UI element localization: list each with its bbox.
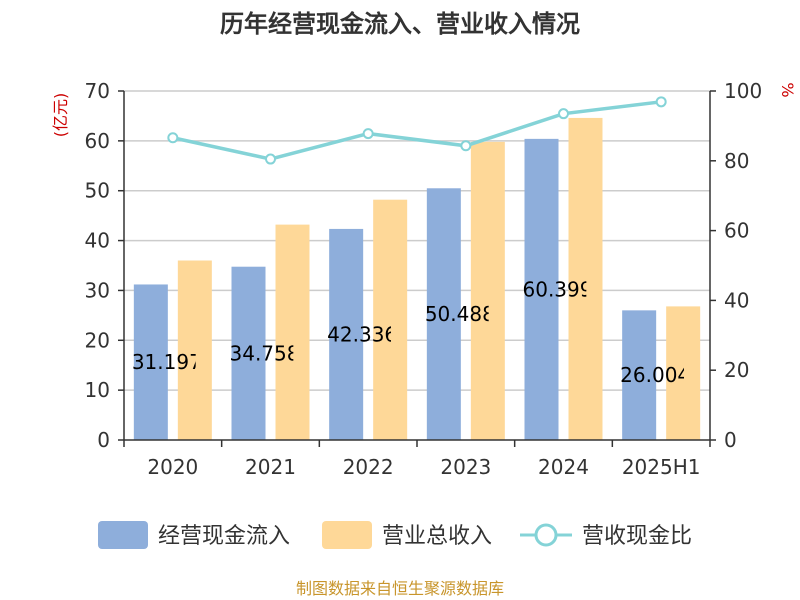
legend-marker-ratio	[534, 523, 558, 547]
ratio-point	[558, 108, 569, 120]
right-axis: 0 20 40 60 80 100	[709, 79, 762, 452]
legend-label-cash-inflow: 经营现金流入	[158, 524, 290, 549]
left-tick-label: 20	[85, 328, 110, 352]
right-tick-label: 0	[724, 428, 737, 452]
x-tick-label: 2020	[147, 455, 198, 479]
left-tick-label: 70	[85, 79, 110, 103]
bar-cash-inflow	[231, 266, 266, 440]
x-tick-label: 2025H1	[622, 455, 701, 479]
ratio-point	[362, 128, 374, 140]
bar-value-label: 50.488	[425, 302, 495, 326]
bars	[133, 117, 701, 441]
bar-value-label: 42.336	[327, 322, 397, 346]
ratio-point	[460, 140, 472, 152]
bar-cash-inflow	[524, 138, 559, 440]
x-tick-label: 2021	[245, 455, 296, 479]
legend-swatch-revenue	[322, 521, 372, 549]
right-tick-label: 100	[724, 79, 762, 103]
ratio-line-path	[172, 100, 662, 161]
left-tick-label: 60	[85, 129, 110, 153]
x-tick-label: 2022	[343, 455, 394, 479]
right-tick-label: 20	[724, 358, 749, 382]
left-tick-label: 10	[85, 378, 110, 402]
bar-value-label: 34.758	[230, 341, 300, 365]
left-tick-label: 50	[85, 179, 110, 203]
bar-value-label: 26.004	[620, 363, 690, 387]
bar-value-label: 60.399	[523, 277, 593, 301]
bar-revenue	[177, 260, 212, 440]
legend-swatch-cash-inflow	[98, 521, 148, 549]
gridlines	[124, 90, 710, 391]
chart-title: 历年经营现金流入、营业收入情况	[220, 10, 580, 38]
left-tick-label: 30	[85, 278, 110, 302]
bar-revenue	[666, 306, 701, 440]
bar-revenue	[275, 224, 310, 440]
bar-cash-inflow	[426, 188, 461, 440]
source-note: 制图数据来自恒生聚源数据库	[296, 579, 504, 598]
bar-revenue	[568, 117, 603, 441]
left-axis: 0 10 20 30 40 50 60 70	[85, 79, 125, 452]
x-tick-label: 2024	[538, 455, 589, 479]
ratio-point	[655, 96, 667, 108]
bar-revenue	[470, 141, 505, 440]
bar-cash-inflow	[622, 310, 657, 440]
bar-revenue	[373, 199, 408, 440]
right-tick-label: 60	[724, 219, 749, 243]
left-tick-label: 40	[85, 229, 110, 253]
right-tick-label: 80	[724, 149, 749, 173]
ratio-point	[167, 132, 179, 144]
ratio-point	[265, 153, 276, 165]
left-tick-label: 0	[97, 428, 110, 452]
legend-label-ratio: 营收现金比	[582, 524, 692, 549]
ratio-line	[167, 96, 667, 165]
bar-cash-inflow	[133, 284, 168, 440]
x-tick-label: 2023	[440, 455, 491, 479]
left-axis-unit: (亿元)	[51, 93, 70, 138]
legend-item-revenue[interactable]: 营业总收入	[322, 521, 492, 549]
legend-item-ratio[interactable]: 营收现金比	[520, 523, 692, 549]
x-axis: 2020 2021 2022 2023 2024 2025H1	[123, 439, 711, 479]
right-tick-label: 40	[724, 288, 749, 312]
bar-labels: 31.197 34.758 42.336 50.488 60.399 26.004	[132, 277, 690, 387]
bar-cash-inflow	[329, 228, 364, 440]
legend-item-cash-inflow[interactable]: 经营现金流入	[98, 521, 290, 549]
right-axis-unit: %	[778, 82, 797, 97]
legend: 经营现金流入 营业总收入 营收现金比	[98, 521, 692, 549]
legend-label-revenue: 营业总收入	[382, 524, 492, 549]
bar-value-label: 31.197	[132, 350, 202, 374]
